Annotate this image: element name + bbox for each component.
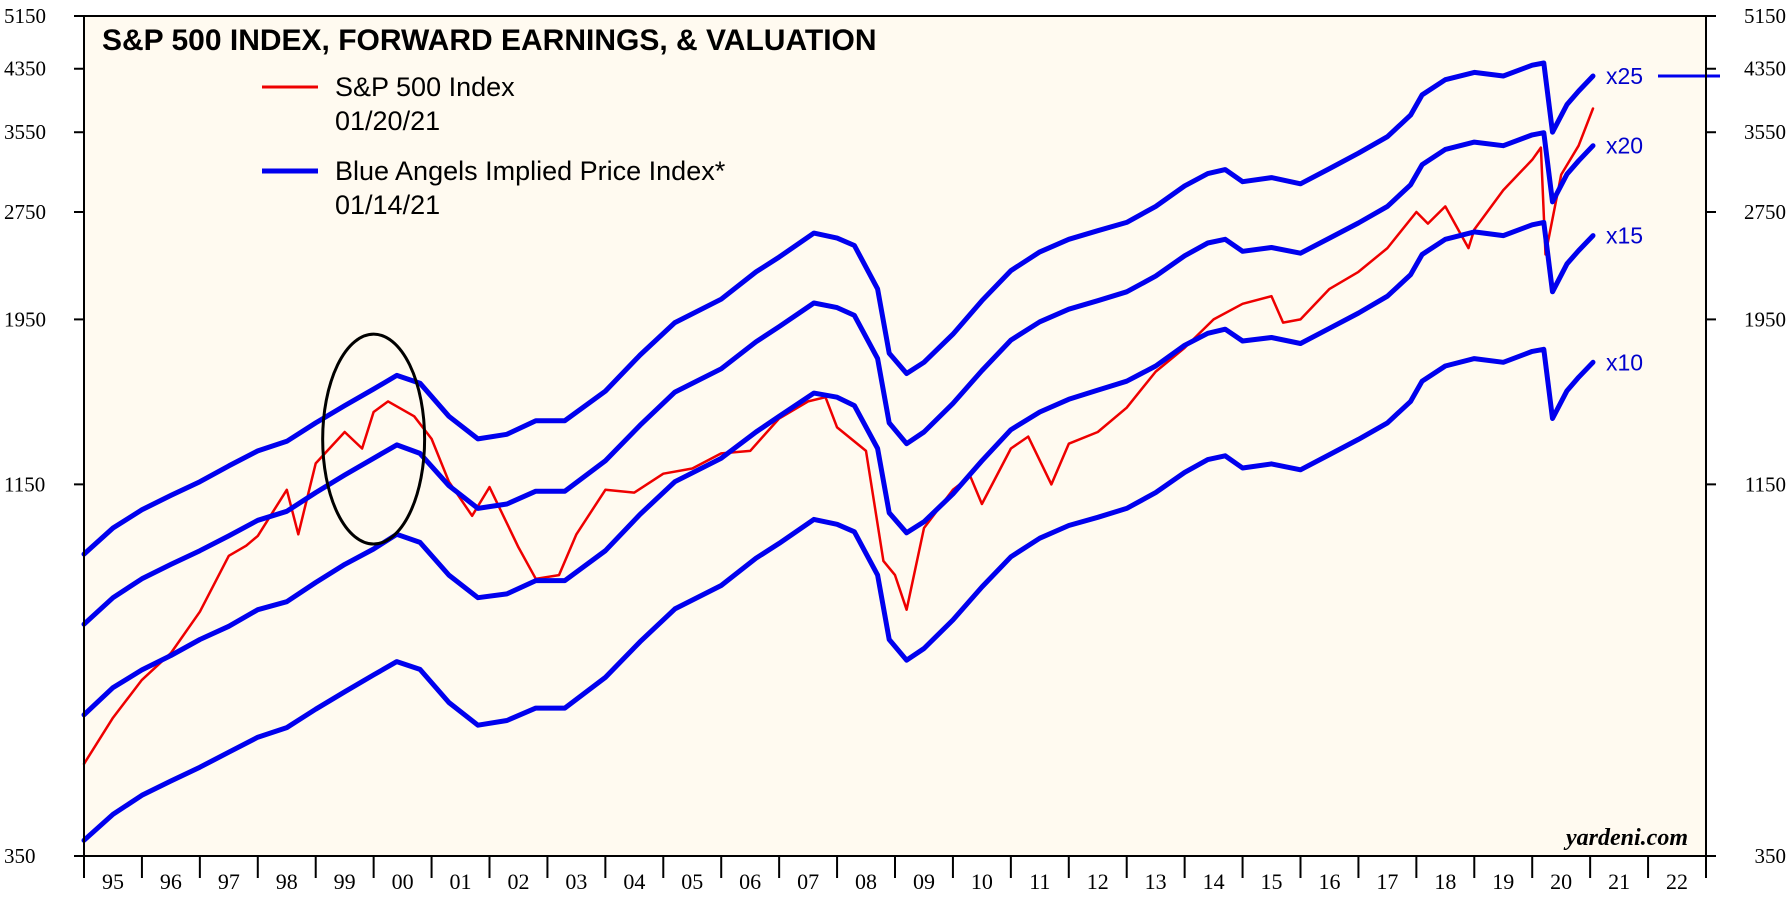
axis-layer: 350 350 1150 1150 1950 1950 2750 2750 3550 3550 43… xyxy=(4,4,1786,894)
x-tick-label-09: 09 xyxy=(913,869,935,894)
x-tick-label-12: 12 xyxy=(1087,869,1109,894)
series-line-sp500 xyxy=(82,107,1595,766)
y-tick-label-right-3: 2750 xyxy=(1744,200,1786,224)
plot-area xyxy=(84,16,1706,856)
x-tick-label-00: 00 xyxy=(392,869,414,894)
x-tick-label-05: 05 xyxy=(681,869,703,894)
x-tick-label-18: 18 xyxy=(1434,869,1456,894)
x-tick-label-95: 95 xyxy=(102,869,124,894)
x-tick-label-10: 10 xyxy=(971,869,993,894)
x-tick-label-97: 97 xyxy=(218,869,240,894)
x-tick-label-21: 21 xyxy=(1608,869,1630,894)
y-tick-label-left-0: 350 xyxy=(4,844,36,868)
x-tick-label-03: 03 xyxy=(565,869,587,894)
series-line-x10 xyxy=(81,346,1596,843)
x-tick-label-16: 16 xyxy=(1318,869,1340,894)
x-tick-label-99: 99 xyxy=(334,869,356,894)
x-tick-label-15: 15 xyxy=(1261,869,1283,894)
legend-date-angels: 01/14/21 xyxy=(335,190,440,220)
x-tick-label-13: 13 xyxy=(1145,869,1167,894)
y-tick-label-left-1: 1150 xyxy=(4,472,45,496)
legend: S&P 500 Index 01/20/21 Blue Angels Impli… xyxy=(262,72,726,220)
multiple-label-x15: x15 xyxy=(1606,223,1643,249)
x-tick-label-20: 20 xyxy=(1550,869,1572,894)
x-tick-label-96: 96 xyxy=(160,869,182,894)
y-tick-label-left-4: 3550 xyxy=(4,120,46,144)
x-tick-label-02: 02 xyxy=(507,869,529,894)
x-tick-label-08: 08 xyxy=(855,869,877,894)
y-tick-label-right-5: 4350 xyxy=(1744,57,1786,81)
y-tick-label-left-6: 5150 xyxy=(4,4,46,28)
x-tick-label-98: 98 xyxy=(276,869,298,894)
legend-label-sp500: S&P 500 Index xyxy=(335,72,515,102)
x-tick-label-19: 19 xyxy=(1492,869,1514,894)
multiple-label-x10: x10 xyxy=(1606,349,1643,375)
x-tick-label-07: 07 xyxy=(797,869,819,894)
series-line-x20 xyxy=(81,130,1596,627)
multiple-label-x20: x20 xyxy=(1606,133,1643,159)
annotation-ellipse xyxy=(321,332,427,546)
legend-label-angels: Blue Angels Implied Price Index* xyxy=(335,156,726,186)
series-line-x15 xyxy=(81,219,1596,718)
y-tick-label-right-6: 5150 xyxy=(1744,4,1786,28)
series-layer xyxy=(81,60,1596,843)
x-tick-label-11: 11 xyxy=(1029,869,1050,894)
x-tick-label-04: 04 xyxy=(623,869,645,894)
y-tick-label-left-5: 4350 xyxy=(4,57,46,81)
series-line-x25 xyxy=(81,60,1596,557)
y-tick-label-left-2: 1950 xyxy=(4,307,46,331)
chart-title: S&P 500 INDEX, FORWARD EARNINGS, & VALUA… xyxy=(102,24,877,57)
source-credit: yardeni.com xyxy=(1563,825,1688,851)
y-tick-label-right-2: 1950 xyxy=(1744,307,1786,331)
x-tick-label-01: 01 xyxy=(450,869,472,894)
plot-frame xyxy=(83,15,1707,857)
x-tick-label-06: 06 xyxy=(739,869,761,894)
multiple-label-x25: x25 xyxy=(1606,63,1643,89)
legend-date-sp500: 01/20/21 xyxy=(335,106,440,136)
y-tick-label-right-1: 1150 xyxy=(1745,472,1786,496)
x-tick-label-22: 22 xyxy=(1666,869,1688,894)
y-tick-label-right-4: 3550 xyxy=(1744,120,1786,144)
x-tick-label-17: 17 xyxy=(1376,869,1398,894)
y-tick-label-left-3: 2750 xyxy=(4,200,46,224)
overlay-layer: x25 x20 x15 x10 xyxy=(321,63,1720,546)
x-tick-label-14: 14 xyxy=(1203,869,1225,894)
y-tick-label-right-0: 350 xyxy=(1755,844,1787,868)
